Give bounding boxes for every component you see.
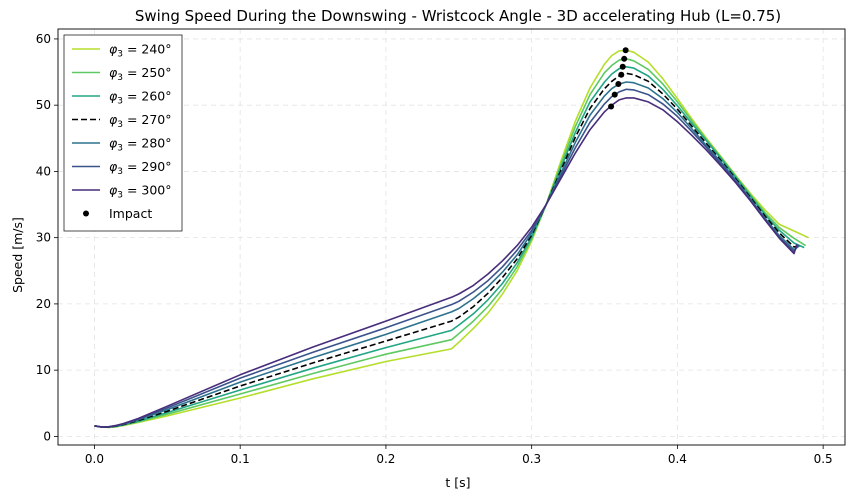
series-line-4: [94, 81, 801, 428]
chart-title: Swing Speed During the Downswing - Wrist…: [135, 7, 781, 25]
x-tick-label: 0.3: [522, 452, 541, 466]
y-tick-label: 20: [36, 297, 51, 311]
series-line-3: [94, 72, 802, 428]
y-axis-label: Speed [m/s]: [10, 217, 25, 293]
axes-frame: [57, 28, 846, 446]
series-line-2: [94, 66, 805, 429]
legend-box: [63, 34, 183, 232]
series-line-6: [94, 97, 798, 428]
legend-label-3: φ3 = 270°: [109, 112, 172, 130]
legend-label-6: φ3 = 300°: [109, 183, 172, 201]
x-tick-label: 0.2: [376, 452, 395, 466]
impact-point: [621, 55, 628, 62]
legend-impact-marker: [83, 210, 89, 217]
legend-label-4: φ3 = 280°: [109, 136, 172, 154]
series-line-0: [94, 49, 809, 429]
legend: φ3 = 240° φ3 = 250° φ3 = 260° φ3 = 270° φ3 =…: [63, 34, 183, 232]
impact-point: [611, 91, 618, 98]
legend-label-2: φ3 = 260°: [109, 89, 172, 107]
y-tick-label: 40: [36, 164, 51, 178]
impact-point: [622, 47, 629, 54]
y-tick-label: 50: [36, 98, 51, 112]
y-tick-label: 10: [36, 363, 51, 377]
series-line-1: [94, 57, 807, 429]
series-line-5: [94, 88, 800, 428]
plot-area: [94, 47, 809, 429]
x-tick-label: 0.5: [814, 452, 833, 466]
legend-label-impact: Impact: [109, 206, 152, 221]
y-tick-label: 30: [36, 231, 51, 245]
legend-label-0: φ3 = 240°: [109, 42, 172, 60]
x-tick-label: 0.4: [668, 452, 687, 466]
y-tick-label: 60: [36, 32, 51, 46]
x-tick-label: 0.0: [85, 452, 104, 466]
impact-point: [615, 80, 622, 87]
impact-point: [618, 71, 625, 78]
impact-point: [619, 63, 626, 70]
x-axis-label: t [s]: [445, 475, 470, 490]
ticks: 0.0 0.1 0.2 0.3 0.4 0.5 0 10 20 30 40 50 60: [36, 32, 833, 466]
legend-label-1: φ3 = 250°: [109, 65, 172, 83]
x-tick-label: 0.1: [231, 452, 250, 466]
legend-label-5: φ3 = 290°: [109, 159, 172, 177]
y-tick-label: 0: [43, 429, 51, 443]
impact-point: [608, 103, 615, 110]
